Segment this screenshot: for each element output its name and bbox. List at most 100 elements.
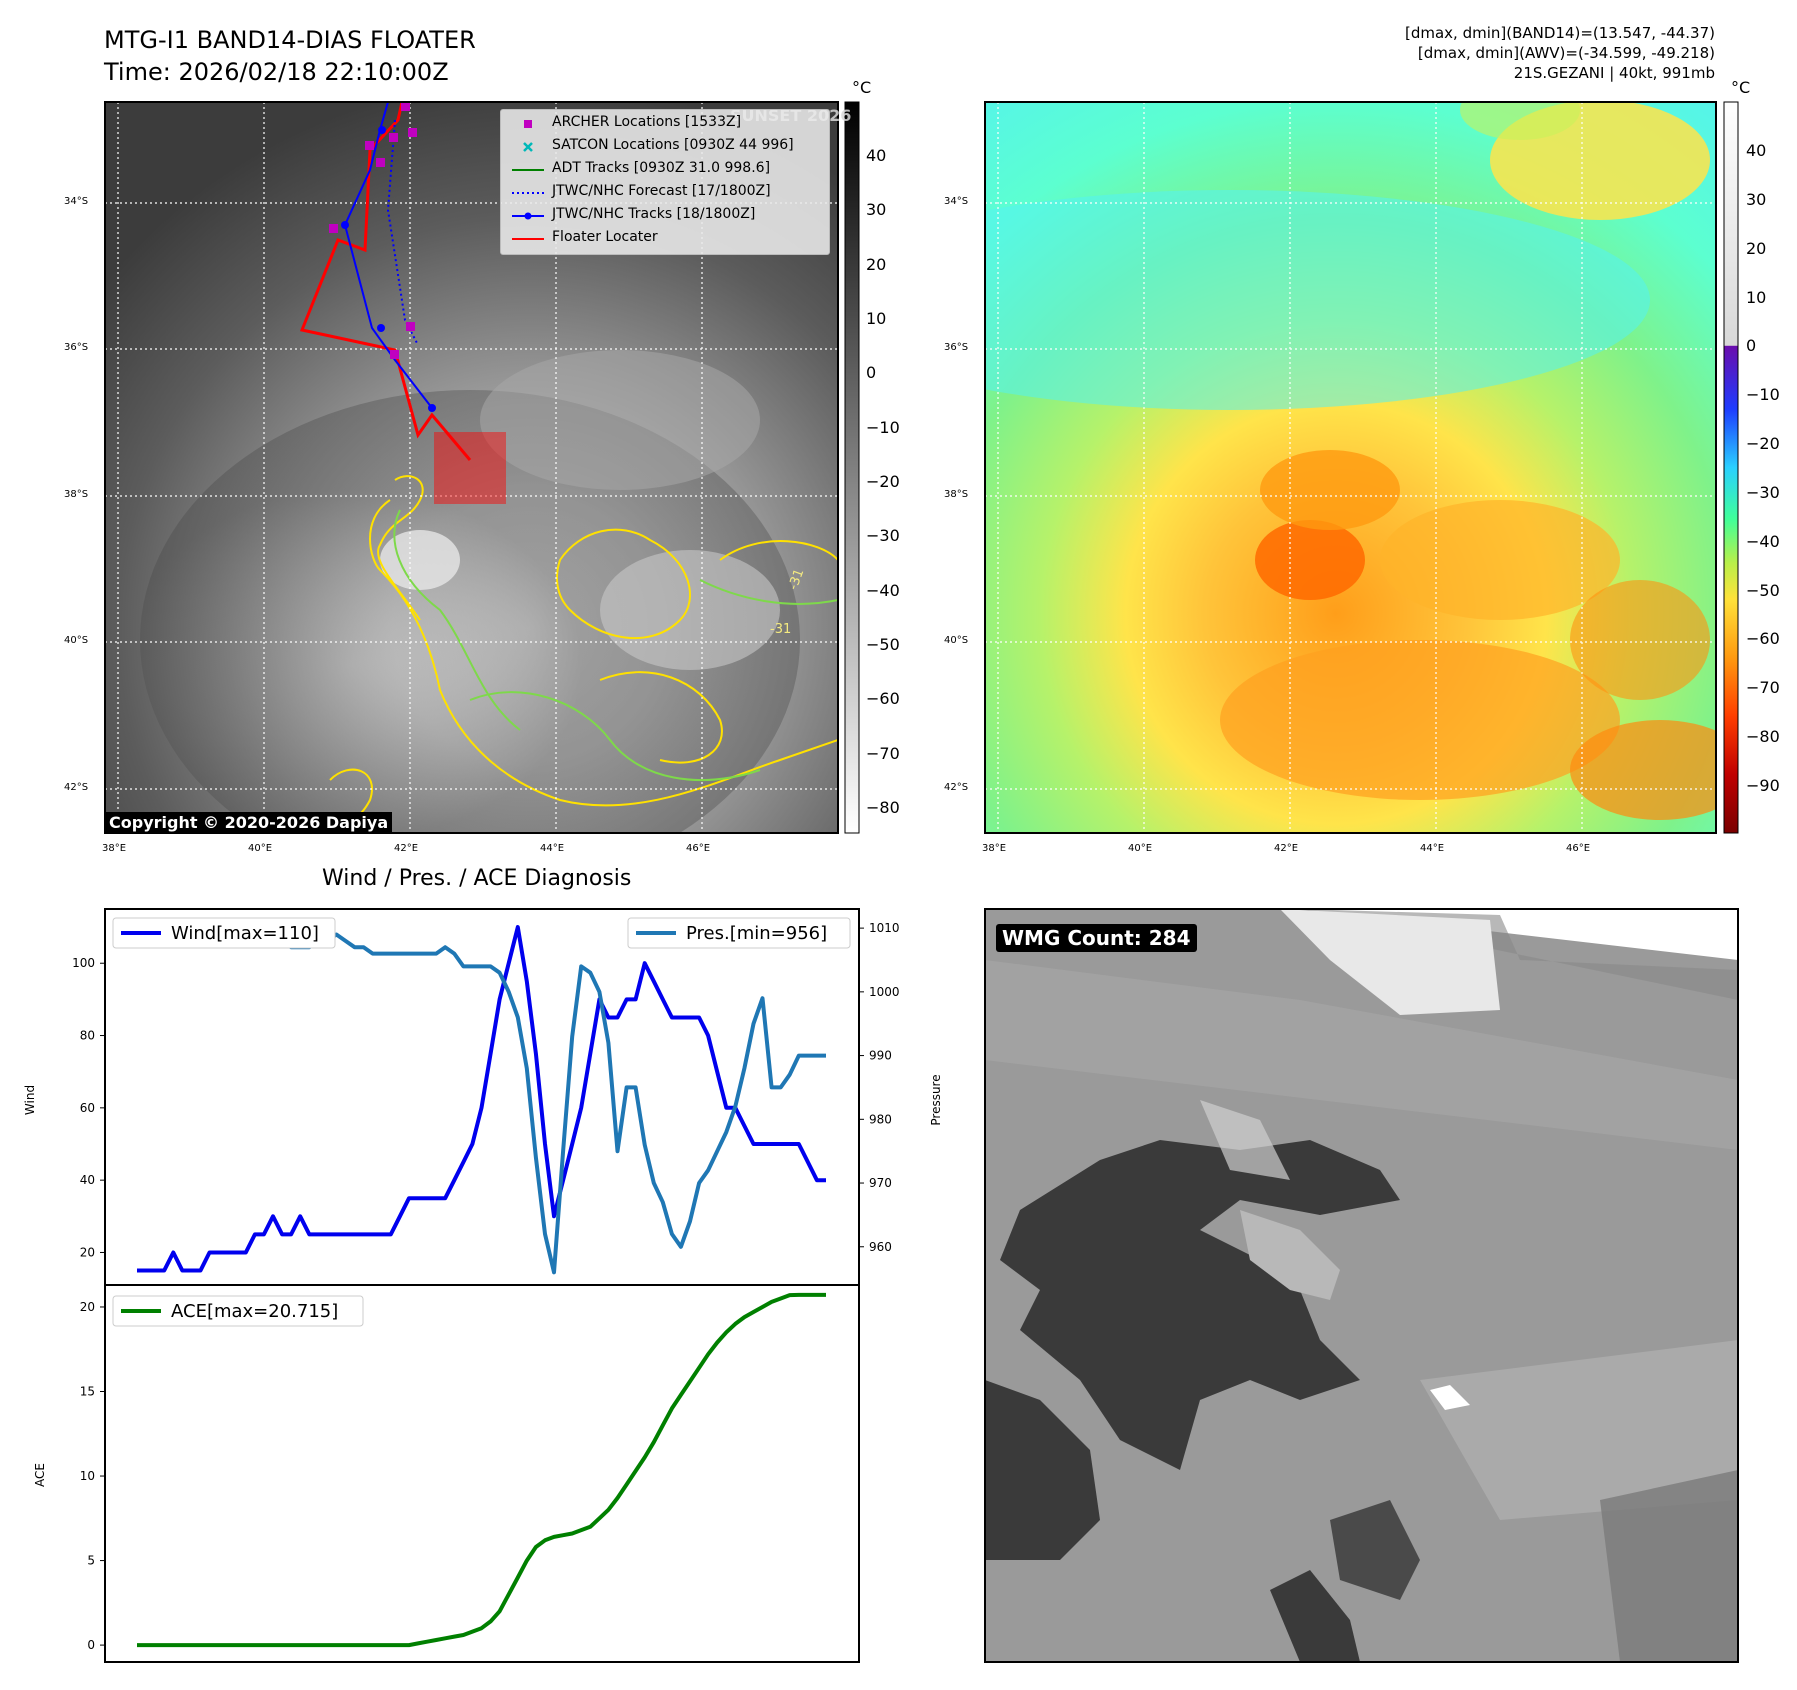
colorbar-color-tick: −30	[1746, 482, 1780, 502]
legend-entry: SATCON Locations [0930Z 44 996]	[508, 136, 828, 158]
lon-label-ir: 40°E	[248, 843, 273, 854]
colorbar-color-tick: −50	[1746, 580, 1780, 600]
pressure-axis-tick-label: 970	[869, 1176, 892, 1190]
legend-label: JTWC/NHC Forecast [17/1800Z]	[552, 183, 771, 199]
legend-entry: ADT Tracks [0930Z 31.0 998.6]	[508, 159, 828, 181]
ace-axis-label: ACE	[33, 1463, 47, 1487]
wind-axis-tick-label: 40	[80, 1173, 95, 1187]
ace-axis-tick-label: 0	[87, 1638, 95, 1652]
legend-entry: ARCHER Locations [1533Z]	[508, 113, 828, 135]
colorbar-color-tick: 10	[1746, 287, 1767, 307]
lat-label-awv: 40°S	[944, 635, 969, 646]
colorbar-color-tick: −70	[1746, 678, 1780, 698]
colorbar-gray-tick: −80	[866, 798, 900, 817]
colorbar-gray-tick: 20	[866, 254, 887, 274]
pressure-axis-tick-label: 1000	[869, 985, 900, 999]
info-line-2: [dmax, dmin](AWV)=(-34.599, -49.218)	[1417, 44, 1715, 62]
colorbar-color-tick: 30	[1746, 189, 1767, 209]
pressure-legend-box	[627, 917, 851, 949]
lon-label-ir: 38°E	[102, 843, 127, 854]
colorbar-gray-tick: 40	[866, 146, 887, 165]
colorbar-color-tick: 40	[1746, 141, 1767, 160]
wind-axis-tick-label: 100	[72, 956, 95, 970]
legend-marker-icon	[523, 142, 533, 152]
info-line-3: 21S.GEZANI | 40kt, 991mb	[1513, 64, 1715, 82]
legend-marker-icon	[512, 212, 544, 220]
wind-axis-tick-label: 20	[80, 1245, 95, 1259]
lat-label-ir: 34°S	[64, 196, 89, 207]
ace-axes	[104, 1284, 860, 1663]
colorbar-color-tick: −20	[1746, 434, 1780, 454]
lat-label-awv: 38°S	[944, 489, 969, 500]
colorbar-color-tick: −60	[1746, 629, 1780, 649]
wind-legend-box	[112, 917, 336, 949]
pressure-axis-tick-label: 980	[869, 1112, 892, 1126]
lon-label-ir: 42°E	[394, 843, 419, 854]
legend-marker-icon	[524, 120, 532, 128]
wind-axis-tick-label: 80	[80, 1029, 95, 1043]
pressure-axis-tick-label: 960	[869, 1240, 892, 1254]
wind-legend-label: Wind[max=110]	[171, 923, 319, 944]
wind-series-line	[137, 925, 826, 1273]
lat-label-ir: 42°S	[64, 782, 89, 793]
colorbar-gray-tick: 30	[866, 200, 887, 220]
lat-label-awv: 34°S	[944, 196, 969, 207]
wind-axis-label: Wind	[23, 1085, 37, 1115]
ace-axis-tick-label: 20	[80, 1300, 95, 1314]
lon-label-ir: 46°E	[686, 843, 711, 854]
colorbar-gray-tick: −60	[866, 689, 900, 709]
ace-axis-tick-label: 5	[87, 1554, 95, 1568]
colorbar-gray-tick: −40	[866, 580, 900, 600]
legend-label: JTWC/NHC Tracks [18/1800Z]	[552, 206, 756, 222]
pressure-axis-tick-label: 990	[869, 1049, 892, 1063]
time-label: Time: 2026/02/18 22:10:00Z	[104, 58, 449, 86]
copyright: Copyright © 2020-2026 Dapiya	[105, 812, 393, 833]
lat-label-ir: 36°S	[64, 342, 89, 353]
colorbar-gray-tick: −20	[866, 472, 900, 491]
legend-marker-icon	[512, 169, 544, 171]
colorbar-gray-tick: −10	[866, 417, 900, 437]
lat-label-ir: 40°S	[64, 635, 89, 646]
ace-legend-label: ACE[max=20.715]	[171, 1301, 338, 1322]
colorbar-color-tick: −90	[1746, 776, 1780, 795]
pressure-axis-label: Pressure	[929, 1074, 943, 1125]
contour-label-2: -31	[770, 622, 792, 637]
info-line-1: [dmax, dmin](BAND14)=(13.547, -44.37)	[1404, 24, 1715, 42]
colorbar-gray-tick: 0	[866, 363, 877, 383]
colorbar-gray-tick: −50	[866, 635, 900, 654]
ace-legend-box	[112, 1295, 364, 1327]
colorbar-color-tick: 0	[1746, 336, 1757, 356]
colorbar-color-tick: −80	[1746, 727, 1780, 747]
legend-label: SATCON Locations [0930Z 44 996]	[552, 137, 794, 153]
colorbar-color-tick: −40	[1746, 531, 1780, 551]
legend-marker-icon	[512, 192, 544, 194]
legend-label: ARCHER Locations [1533Z]	[552, 114, 742, 130]
colorbar-gray-tick: 10	[866, 309, 887, 328]
colorbar-gray-tick: −70	[866, 743, 900, 763]
colorbar-color-tick: 20	[1746, 238, 1767, 258]
legend-label: ADT Tracks [0930Z 31.0 998.6]	[552, 160, 771, 176]
ace-series-line	[137, 1292, 826, 1648]
legend-label: Floater Locater	[552, 229, 658, 245]
lon-label-awv: 42°E	[1274, 843, 1299, 854]
lon-label-ir: 44°E	[540, 843, 565, 854]
legend-marker-icon	[512, 238, 544, 240]
ace-axis-tick-label: 15	[80, 1385, 95, 1399]
diagnosis-title: Wind / Pres. / ACE Diagnosis	[322, 866, 632, 891]
map-legend	[500, 109, 830, 255]
wind-axis-tick-label: 60	[80, 1101, 95, 1115]
colorbar-color-tick: −10	[1746, 385, 1780, 405]
lat-label-awv: 42°S	[944, 782, 969, 793]
lat-label-ir: 38°S	[64, 489, 89, 500]
ace-axis-tick-label: 10	[80, 1469, 95, 1483]
colorbar-color-unit: °C	[1731, 78, 1751, 97]
lon-label-awv: 38°E	[982, 843, 1007, 854]
lon-label-awv: 40°E	[1128, 843, 1153, 854]
lon-label-awv: 46°E	[1566, 843, 1591, 854]
colorbar-gray-tick: −30	[866, 526, 900, 546]
main-title: MTG-I1 BAND14-DIAS FLOATER	[104, 26, 476, 54]
lon-label-awv: 44°E	[1420, 843, 1445, 854]
legend-entry: JTWC/NHC Tracks [18/1800Z]	[508, 205, 828, 227]
